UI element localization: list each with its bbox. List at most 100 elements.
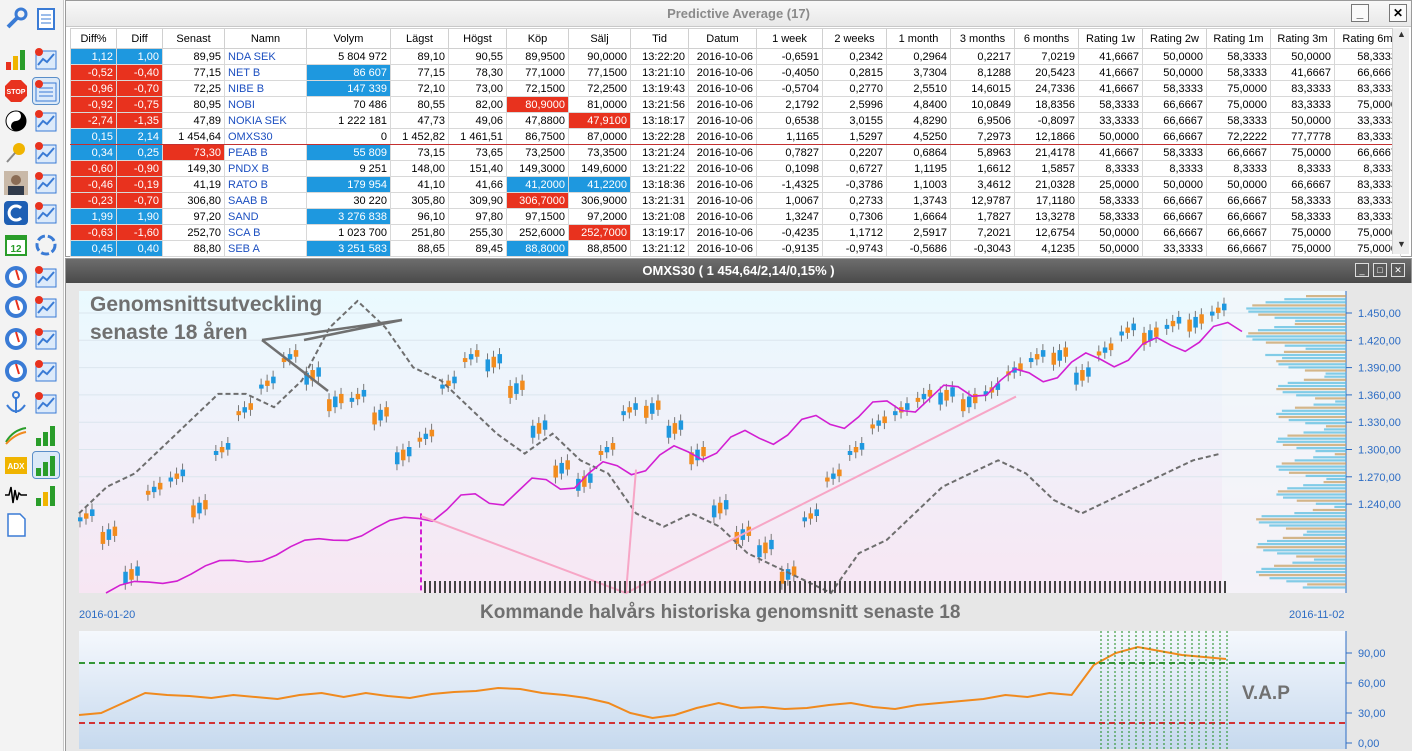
pin-icon[interactable] [3, 140, 29, 166]
cycle-icon[interactable] [33, 232, 59, 258]
volume-tick [1114, 581, 1116, 593]
column-header[interactable]: 1 month [886, 28, 951, 49]
chart-2-icon[interactable] [33, 140, 59, 166]
table-row[interactable]: -0,23 -0,70 306,80 SAAB B 30 220 305,80 309,90… [70, 192, 1401, 209]
candle [1154, 327, 1159, 337]
chart-close-icon[interactable]: ✕ [1391, 263, 1405, 277]
chart-f-icon[interactable] [33, 200, 59, 226]
candle [966, 396, 972, 408]
table-row[interactable]: 0,34 0,25 73,30 PEAB B 55 809 73,15 73,65 73,25… [70, 144, 1401, 161]
table-row[interactable]: -0,52 -0,40 77,15 NET B 86 607 77,15 78,30 77,1… [70, 64, 1401, 81]
waveform-icon[interactable] [3, 482, 29, 508]
column-header[interactable]: Datum [688, 28, 757, 49]
chart-minimize-icon[interactable]: _ [1355, 263, 1369, 277]
compass-3-icon[interactable] [3, 326, 29, 352]
table-row[interactable]: 1,99 1,90 97,20 SAND 3 276 838 96,10 97,80 97,1… [70, 208, 1401, 225]
chart-s-icon[interactable] [33, 358, 59, 384]
bar-chart-2-icon[interactable] [33, 422, 59, 448]
c-logo-icon[interactable] [3, 200, 29, 226]
column-header[interactable]: Diff [116, 28, 163, 49]
bar-chart-4-icon[interactable] [33, 482, 59, 508]
anchor-icon[interactable] [3, 390, 29, 416]
column-header[interactable]: Diff% [70, 28, 117, 49]
column-header[interactable]: Rating 1m [1206, 28, 1271, 49]
column-header[interactable]: 6 months [1014, 28, 1079, 49]
chart-v-icon[interactable] [33, 46, 59, 72]
column-header[interactable]: Tid [630, 28, 689, 49]
volume-tick [1159, 581, 1161, 593]
column-header[interactable]: Rating 6m [1334, 28, 1401, 49]
volume-tick [934, 581, 936, 593]
compass-icon[interactable] [3, 264, 29, 290]
vap-bar [1283, 350, 1346, 353]
volume-tick [719, 581, 721, 593]
bar-chart-3-icon[interactable] [32, 451, 60, 479]
wrench-icon[interactable] [3, 6, 29, 32]
scroll-up-icon[interactable]: ▲ [1397, 29, 1406, 39]
column-header[interactable]: Köp [506, 28, 569, 49]
scroll-down-icon[interactable]: ▼ [1397, 239, 1406, 249]
trend-lines-icon[interactable] [3, 422, 29, 448]
compass-4-icon[interactable] [3, 358, 29, 384]
column-header[interactable]: Högst [448, 28, 507, 49]
avatar[interactable] [3, 170, 29, 196]
bar-chart-icon[interactable] [3, 46, 29, 72]
table-row[interactable]: 0,15 2,14 1 454,64 OMXS30 0 1 452,82 1 461,51 8… [70, 128, 1401, 145]
column-header[interactable]: Rating 3m [1270, 28, 1335, 49]
table-scrollbar[interactable]: ▲ ▼ [1392, 28, 1409, 254]
volume-tick [1149, 581, 1151, 593]
calendar-icon[interactable]: 12 [3, 232, 29, 258]
column-header[interactable]: Volym [306, 28, 391, 49]
volume-tick [479, 581, 481, 593]
table-row[interactable]: -0,96 -0,70 72,25 NIBE B 147 339 72,10 73,00 72… [70, 80, 1401, 97]
column-header[interactable]: Rating 2w [1142, 28, 1207, 49]
chart-list-icon[interactable] [32, 77, 60, 105]
column-header[interactable]: Namn [224, 28, 307, 49]
chart-n-icon[interactable] [33, 294, 59, 320]
column-header[interactable]: 1 week [756, 28, 823, 49]
chart-o-icon[interactable] [33, 326, 59, 352]
adx-icon[interactable]: ADX [3, 452, 29, 478]
yin-yang-icon[interactable] [3, 108, 29, 134]
table-row[interactable]: 1,12 1,00 89,95 NDA SEK 5 804 972 89,10 90,55 8… [70, 48, 1401, 65]
column-header[interactable]: Lägst [390, 28, 449, 49]
volume-tick [664, 581, 666, 593]
column-header[interactable]: Senast [162, 28, 225, 49]
volume-tick [1144, 581, 1146, 593]
compass-2-icon[interactable] [3, 294, 29, 320]
chart-d-icon[interactable] [33, 390, 59, 416]
column-header[interactable]: 3 months [950, 28, 1015, 49]
cell-r3m: 75,0000 [1270, 224, 1335, 241]
candle [995, 383, 1001, 390]
chart-b-icon[interactable] [33, 170, 59, 196]
volume-tick [544, 581, 546, 593]
chart-restore-icon[interactable]: □ [1373, 263, 1387, 277]
indicator-plot-area [79, 631, 1346, 749]
cell-kop: 47,8800 [506, 112, 569, 129]
volume-tick [489, 581, 491, 593]
vap-bar [1302, 586, 1346, 589]
table-row[interactable]: -2,74 -1,35 47,89 NOKIA SEK 1 222 181 47,73 49… [70, 112, 1401, 129]
document-icon[interactable] [33, 6, 59, 32]
column-header[interactable]: 2 weeks [822, 28, 887, 49]
candle [514, 383, 519, 394]
volume-tick [769, 581, 771, 593]
minimize-button[interactable]: _ [1351, 4, 1369, 22]
price-chart[interactable]: 1.450,00 1.420,00 1.390,00 1.360,00 1.330,00… [66, 283, 1412, 751]
volume-tick [429, 581, 431, 593]
column-header[interactable]: Sälj [568, 28, 631, 49]
cell-senast: 73,30 [162, 144, 225, 161]
candle [1119, 331, 1124, 336]
table-row[interactable]: -0,46 -0,19 41,19 RATO B 179 954 41,10 41,66 41… [70, 176, 1401, 193]
page-icon[interactable] [3, 512, 29, 538]
volume-tick [1024, 581, 1026, 593]
table-row[interactable]: -0,92 -0,75 80,95 NOBI 70 486 80,55 82,00 80,90… [70, 96, 1401, 113]
stop-icon[interactable]: STOP [3, 78, 29, 104]
column-header[interactable]: Rating 1w [1078, 28, 1143, 49]
chart-1-icon[interactable] [33, 108, 59, 134]
chart-m-icon[interactable] [33, 264, 59, 290]
close-button[interactable]: ✕ [1389, 4, 1407, 22]
